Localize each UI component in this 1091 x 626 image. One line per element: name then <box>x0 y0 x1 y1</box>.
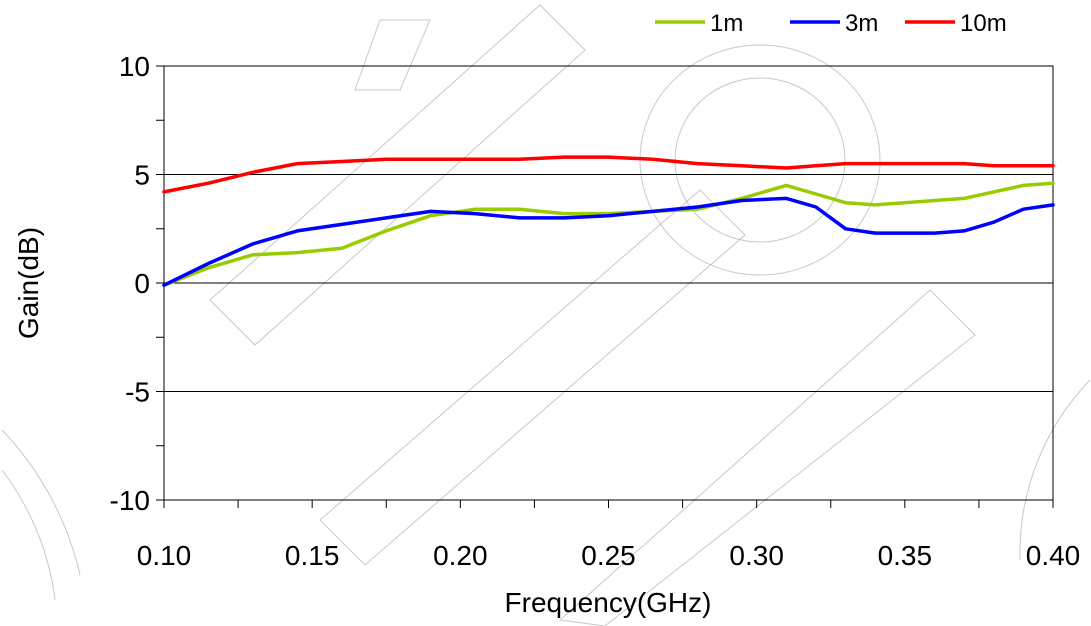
legend-label-1m: 1m <box>710 10 743 37</box>
legend-label-10m: 10m <box>960 10 1007 37</box>
x-tick-label: 0.10 <box>137 540 192 571</box>
y-tick-label: -5 <box>125 377 150 408</box>
x-axis-title: Frequency(GHz) <box>505 587 712 618</box>
legend: 1m 3m 10m <box>655 10 1007 37</box>
y-tick-label: 5 <box>134 160 150 191</box>
series-line-3m <box>162 196 1055 287</box>
x-tick-label: 0.20 <box>433 540 488 571</box>
x-tick-label: 0.40 <box>1026 540 1081 571</box>
series-line-10m <box>162 155 1055 194</box>
watermark <box>1 4 1091 626</box>
y-tick-label: -10 <box>110 485 150 516</box>
x-tick-label: 0.30 <box>729 540 784 571</box>
x-tick-label: 0.25 <box>581 540 636 571</box>
legend-label-3m: 3m <box>845 10 878 37</box>
x-axis: 0.10 0.15 0.20 0.25 0.30 0.35 0.40 <box>137 500 1081 571</box>
y-axis: 10 5 0 -5 -10 <box>110 51 164 516</box>
gridlines <box>164 174 1053 392</box>
x-tick-label: 0.35 <box>878 540 933 571</box>
y-tick-label: 0 <box>134 268 150 299</box>
y-tick-label: 10 <box>119 51 150 82</box>
y-axis-title: Gain(dB) <box>13 227 44 339</box>
x-tick-label: 0.15 <box>285 540 340 571</box>
series-lines <box>162 155 1055 287</box>
